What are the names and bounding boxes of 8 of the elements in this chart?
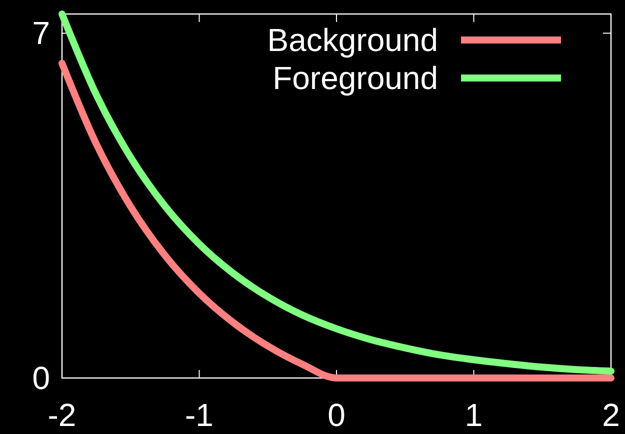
x-tick-label: 0 xyxy=(328,397,346,433)
legend-label: Foreground xyxy=(272,60,438,96)
x-tick-label: -2 xyxy=(48,397,76,433)
x-tick-label: -1 xyxy=(185,397,214,433)
y-tick-label: 7 xyxy=(32,15,50,52)
x-tick-label: 2 xyxy=(602,397,620,433)
x-tick-label: 1 xyxy=(464,397,483,433)
legend-label: Background xyxy=(267,22,438,58)
